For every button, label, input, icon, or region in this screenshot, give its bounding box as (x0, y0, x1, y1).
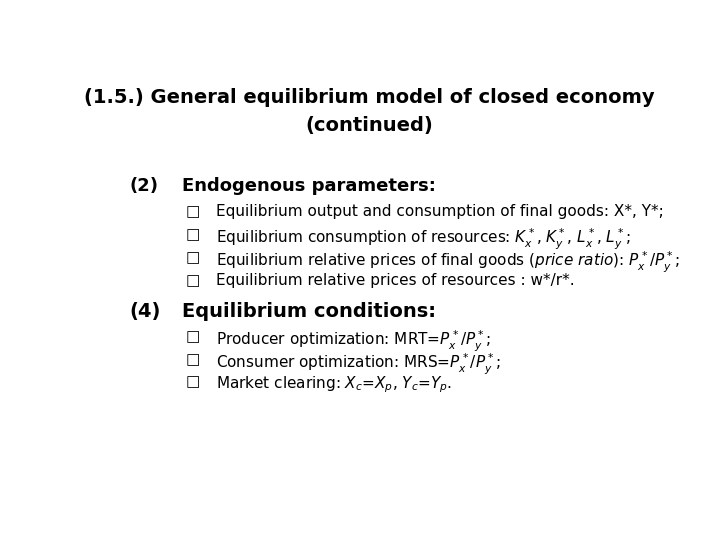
Text: Producer optimization: MRT=$P_x^*$/$P_y^*$;: Producer optimization: MRT=$P_x^*$/$P_y^… (215, 329, 490, 354)
Text: Equilibrium relative prices of resources : w*/r*.: Equilibrium relative prices of resources… (215, 273, 574, 288)
Text: □: □ (186, 250, 200, 265)
Text: □: □ (186, 204, 200, 219)
Text: □: □ (186, 273, 200, 288)
Text: Equilibrium conditions:: Equilibrium conditions: (182, 302, 436, 321)
Text: Market clearing: $X_c$=$X_p$, $Y_c$=$Y_p$.: Market clearing: $X_c$=$X_p$, $Y_c$=$Y_p… (215, 375, 451, 395)
Text: (1.5.) General equilibrium model of closed economy: (1.5.) General equilibrium model of clos… (84, 87, 654, 107)
Text: □: □ (186, 375, 200, 389)
Text: (2): (2) (129, 177, 158, 195)
Text: Endogenous parameters:: Endogenous parameters: (182, 177, 436, 195)
Text: Equilibrium relative prices of final goods $(price\ ratio)$: $P_x^*/P_y^*$;: Equilibrium relative prices of final goo… (215, 250, 680, 275)
Text: Consumer optimization: MRS=$P_x^*$/$P_y^*$;: Consumer optimization: MRS=$P_x^*$/$P_y^… (215, 352, 500, 377)
Text: □: □ (186, 227, 200, 242)
Text: □: □ (186, 329, 200, 344)
Text: □: □ (186, 352, 200, 367)
Text: (continued): (continued) (305, 116, 433, 135)
Text: Equilibrium consumption of resources: $K_x^*$, $K_y^*$, $L_x^*$, $L_y^*$;: Equilibrium consumption of resources: $K… (215, 227, 630, 252)
Text: (4): (4) (129, 302, 161, 321)
Text: Equilibrium output and consumption of final goods: X*, Y*;: Equilibrium output and consumption of fi… (215, 204, 663, 219)
